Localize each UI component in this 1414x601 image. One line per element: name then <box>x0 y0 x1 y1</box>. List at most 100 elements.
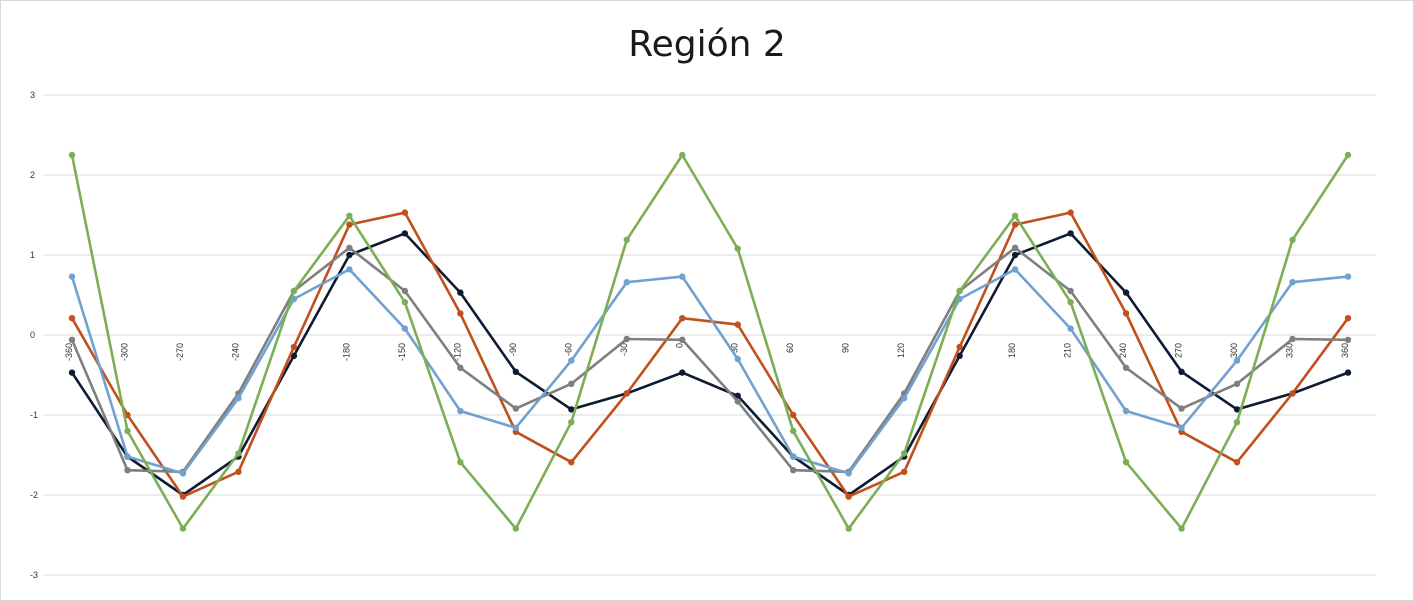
data-point <box>790 467 797 474</box>
data-point <box>956 352 963 359</box>
data-point <box>179 470 187 477</box>
data-point <box>790 427 797 435</box>
data-point <box>845 470 852 477</box>
data-point <box>68 151 76 159</box>
y-tick-label: 1 <box>30 250 35 260</box>
x-tick-label: 210 <box>1063 343 1073 358</box>
data-point <box>1289 236 1296 243</box>
data-point <box>734 355 741 363</box>
data-point <box>1067 209 1074 216</box>
chart-title: Región 2 <box>628 24 786 65</box>
data-point <box>457 310 464 317</box>
y-tick-label: 3 <box>30 90 35 100</box>
data-point <box>68 315 76 322</box>
data-point <box>68 369 76 376</box>
x-tick-label: -270 <box>175 343 185 361</box>
data-point <box>1011 244 1019 251</box>
data-point <box>679 336 686 343</box>
data-point <box>845 525 852 532</box>
data-point <box>1122 364 1130 371</box>
data-point <box>1344 273 1352 280</box>
x-tick-label: -30 <box>619 343 629 356</box>
data-point <box>845 493 852 500</box>
data-point <box>1233 380 1241 387</box>
data-point <box>512 405 520 412</box>
data-point <box>124 427 131 435</box>
data-point <box>1178 525 1185 532</box>
data-point <box>1178 368 1185 375</box>
data-point <box>68 336 76 343</box>
x-tick-label: -90 <box>508 343 518 356</box>
data-point <box>679 315 686 322</box>
x-tick-label: 330 <box>1285 343 1295 358</box>
data-point <box>623 390 630 397</box>
data-point <box>1344 369 1352 376</box>
data-point <box>1344 315 1352 322</box>
data-point <box>956 343 963 351</box>
data-point <box>346 212 353 219</box>
data-point <box>457 459 464 466</box>
data-point <box>900 468 908 475</box>
data-point <box>1067 325 1074 332</box>
y-axis-ticks: 3 2 1 0 -1 -2 -3 <box>30 90 38 580</box>
data-point <box>734 398 741 405</box>
x-tick-label: 0 <box>674 343 684 348</box>
data-point <box>457 407 464 415</box>
data-point <box>401 287 409 295</box>
data-point <box>1067 230 1074 237</box>
y-tick-label: -2 <box>30 490 38 500</box>
x-tick-label: 180 <box>1007 343 1017 358</box>
data-point <box>512 368 520 375</box>
data-point <box>1011 266 1019 273</box>
data-point <box>790 411 797 419</box>
data-point <box>179 493 187 500</box>
series-line-3 <box>70 246 1349 474</box>
data-point <box>734 321 741 328</box>
data-point <box>512 525 520 532</box>
x-tick-label: 60 <box>785 343 795 353</box>
data-point <box>568 419 575 426</box>
data-point <box>401 325 409 332</box>
data-point <box>568 459 575 466</box>
data-point <box>235 468 242 475</box>
data-point <box>346 244 353 251</box>
data-point <box>346 266 353 273</box>
gridlines <box>44 94 1376 576</box>
y-tick-label: -3 <box>30 570 38 580</box>
series-line-2 <box>70 211 1350 498</box>
data-point <box>457 289 464 296</box>
series-group <box>68 151 1352 532</box>
data-point <box>68 273 76 280</box>
data-point <box>1011 221 1019 228</box>
data-point <box>401 230 409 237</box>
data-point <box>900 395 908 402</box>
data-point <box>1122 310 1130 317</box>
data-point <box>1233 357 1241 364</box>
data-point <box>346 221 353 228</box>
data-point <box>568 406 575 413</box>
x-tick-label: 240 <box>1118 343 1128 358</box>
series-line-5 <box>70 153 1350 530</box>
data-point <box>1289 335 1296 343</box>
data-point <box>1011 212 1019 219</box>
data-point <box>1067 287 1074 295</box>
data-point <box>1344 151 1352 159</box>
data-point <box>1178 424 1185 431</box>
y-tick-label: 2 <box>30 170 35 180</box>
data-point <box>679 151 686 159</box>
data-point <box>1122 459 1130 466</box>
data-point <box>623 279 630 286</box>
data-point <box>235 395 242 402</box>
data-point <box>1011 251 1019 259</box>
data-point <box>401 299 409 306</box>
data-point <box>1344 336 1352 343</box>
x-tick-label: -360 <box>64 343 74 361</box>
data-point <box>623 236 630 243</box>
data-point <box>235 450 242 457</box>
x-tick-label: 360 <box>1340 343 1350 358</box>
x-axis-ticks: -360 -300 -270 -240 -180 -150 -120 -90 -60 -30 0 30… <box>64 343 1350 361</box>
data-point <box>1289 279 1296 286</box>
data-point <box>401 209 409 216</box>
